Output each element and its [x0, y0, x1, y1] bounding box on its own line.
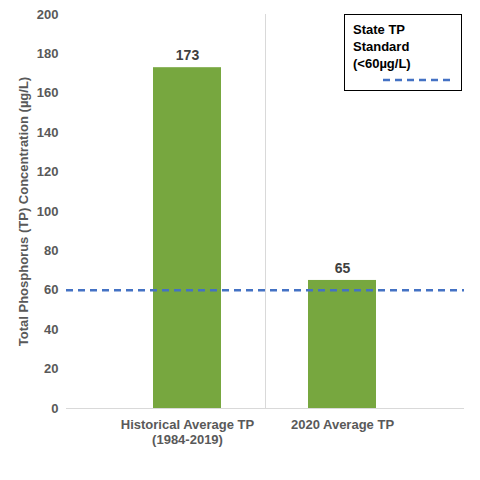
- svg-text:140: 140: [37, 125, 59, 140]
- svg-text:160: 160: [37, 85, 59, 100]
- svg-text:40: 40: [44, 322, 58, 337]
- svg-text:0: 0: [51, 401, 58, 416]
- svg-text:100: 100: [37, 204, 59, 219]
- svg-text:80: 80: [44, 243, 58, 258]
- html-text:State TP Standard (<60µg/L): State TP Standard (<60µg/L): [353, 22, 411, 71]
- svg-text:120: 120: [37, 164, 59, 179]
- svg-text:200: 200: [37, 7, 59, 22]
- svg-text:173: 173: [176, 47, 200, 63]
- svg-text:Historical Average TP(1984-201: Historical Average TP(1984-2019): [121, 417, 255, 447]
- svg-text:180: 180: [37, 46, 59, 61]
- svg-text:Total Phosphorus (TP) Concentr: Total Phosphorus (TP) Concentration (µg/…: [16, 77, 31, 346]
- svg-text:60: 60: [44, 282, 58, 297]
- svg-text:65: 65: [335, 260, 351, 276]
- svg-text:2020 Average TP: 2020 Average TP: [291, 417, 394, 432]
- svg-text:20: 20: [44, 361, 58, 376]
